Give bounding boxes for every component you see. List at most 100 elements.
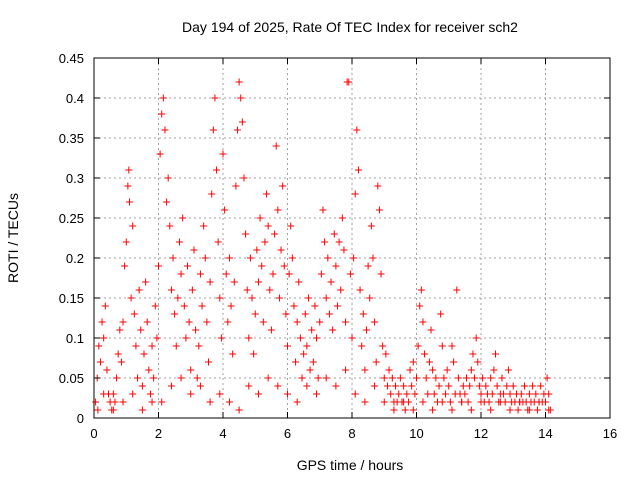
x-tick-label: 10 xyxy=(409,426,423,441)
roti-data-point xyxy=(125,198,133,206)
roti-data-point xyxy=(521,382,529,390)
roti-data-point xyxy=(437,310,445,318)
roti-data-point xyxy=(187,366,195,374)
roti-data-point xyxy=(417,286,425,294)
roti-data-point xyxy=(159,94,167,102)
roti-data-point xyxy=(182,334,190,342)
roti-data-point xyxy=(288,254,296,262)
roti-data-point xyxy=(277,246,285,254)
roti-data-point xyxy=(487,374,495,382)
roti-data-point xyxy=(163,198,171,206)
roti-data-point xyxy=(458,398,466,406)
roti-data-point xyxy=(284,342,291,350)
roti-data-point xyxy=(198,302,206,310)
x-tick-label: 14 xyxy=(538,426,552,441)
roti-data-point xyxy=(392,382,400,390)
x-tick-label: 16 xyxy=(603,426,617,441)
roti-data-point xyxy=(222,270,230,278)
roti-data-point xyxy=(261,238,269,246)
roti-data-point xyxy=(400,382,408,390)
roti-data-point xyxy=(545,390,553,398)
roti-data-point xyxy=(440,374,448,382)
roti-data-point xyxy=(469,350,477,358)
roti-data-point xyxy=(111,398,119,406)
roti-data-point xyxy=(330,230,338,238)
roti-data-point xyxy=(284,390,291,398)
roti-data-point xyxy=(363,326,371,334)
roti-data-point xyxy=(390,406,398,414)
roti-data-point xyxy=(129,390,137,398)
roti-data-point xyxy=(188,286,196,294)
roti-data-point xyxy=(438,342,446,350)
roti-data-point xyxy=(322,374,330,382)
roti-data-point xyxy=(264,374,272,382)
roti-data-point xyxy=(193,374,201,382)
roti-data-point xyxy=(506,406,514,414)
roti-data-point xyxy=(300,350,308,358)
roti-data-point xyxy=(195,342,203,350)
roti-data-point xyxy=(533,406,541,414)
roti-data-point xyxy=(425,358,433,366)
roti-data-point xyxy=(125,166,133,174)
roti-data-point xyxy=(498,374,506,382)
roti-data-point xyxy=(461,390,469,398)
roti-data-point xyxy=(427,326,435,334)
roti-data-point xyxy=(94,406,102,414)
roti-data-point xyxy=(516,398,524,406)
roti-data-point xyxy=(134,374,142,382)
roti-data-point xyxy=(204,358,212,366)
roti-data-point xyxy=(230,278,238,286)
roti-data-point xyxy=(313,334,321,342)
roti-data-point xyxy=(256,214,264,222)
roti-data-point xyxy=(345,78,353,86)
roti-data-point xyxy=(409,406,417,414)
roti-data-point xyxy=(206,398,214,406)
roti-data-point xyxy=(487,406,495,414)
roti-data-point xyxy=(138,406,146,414)
roti-data-point xyxy=(237,94,245,102)
roti-data-point xyxy=(351,390,359,398)
roti-data-point xyxy=(303,342,311,350)
roti-data-point xyxy=(316,318,324,326)
roti-data-point xyxy=(167,286,175,294)
roti-data-point xyxy=(263,190,271,198)
roti-data-point xyxy=(438,398,446,406)
roti-data-point xyxy=(332,262,340,270)
roti-data-point xyxy=(92,398,100,406)
roti-data-point xyxy=(206,278,214,286)
roti-data-point xyxy=(525,406,533,414)
roti-data-point xyxy=(306,366,314,374)
roti-data-point xyxy=(309,358,317,366)
roti-data-point xyxy=(424,390,432,398)
roti-data-point xyxy=(479,374,487,382)
roti-data-point xyxy=(219,150,227,158)
roti-data-point xyxy=(287,222,295,230)
roti-data-point xyxy=(482,382,490,390)
roti-data-point xyxy=(429,406,437,414)
roti-data-point xyxy=(338,214,346,222)
roti-data-point xyxy=(234,126,242,134)
roti-data-point xyxy=(329,326,337,334)
roti-data-point xyxy=(450,358,458,366)
roti-data-point xyxy=(496,398,504,406)
roti-data-point xyxy=(333,302,341,310)
roti-data-point xyxy=(271,230,279,238)
roti-data-point xyxy=(445,382,453,390)
roti-data-point xyxy=(414,342,422,350)
roti-data-point xyxy=(95,342,103,350)
roti-data-point xyxy=(296,334,304,342)
roti-data-point xyxy=(155,262,162,270)
roti-data-point xyxy=(403,390,411,398)
roti-data-point xyxy=(127,294,135,302)
roti-data-point xyxy=(537,382,545,390)
roti-data-point xyxy=(216,294,224,302)
roti-data-point xyxy=(238,118,246,126)
roti-data-point xyxy=(177,374,185,382)
roti-data-point xyxy=(371,382,379,390)
roti-data-point xyxy=(462,374,470,382)
roti-data-point xyxy=(142,278,150,286)
roti-data-point xyxy=(354,166,362,174)
roti-data-point xyxy=(96,358,104,366)
roti-data-point xyxy=(242,230,250,238)
